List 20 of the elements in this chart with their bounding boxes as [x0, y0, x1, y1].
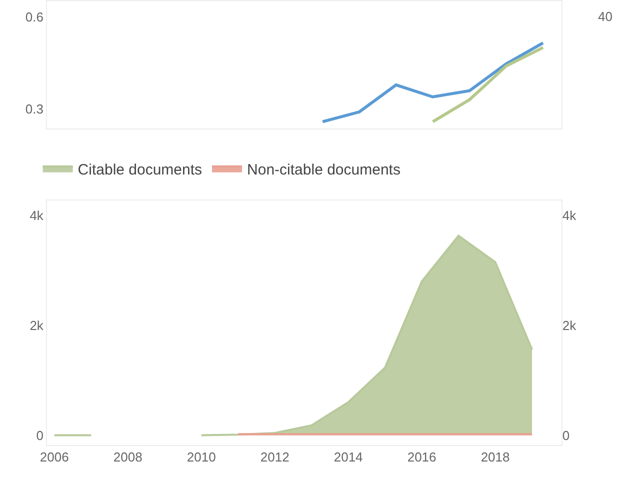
- y-tick-label: 0.3: [25, 101, 44, 116]
- y-tick-label: 0.6: [25, 9, 44, 24]
- line-series: [431, 46, 545, 124]
- x-tick-label: 2006: [40, 450, 69, 465]
- x-tick-label: 2014: [334, 450, 363, 465]
- y-tick-label: 4k: [30, 208, 44, 223]
- x-tick-label: 2010: [186, 450, 216, 465]
- x-tick-label: 2018: [480, 450, 510, 465]
- y2-tick-label: 0: [562, 428, 570, 443]
- x-tick-label: 2016: [407, 450, 436, 465]
- line-series: [321, 41, 545, 124]
- legend-label: Citable documents: [78, 161, 202, 178]
- x-tick-label: 2012: [260, 450, 290, 465]
- y2-tick-label: 4k: [562, 208, 577, 223]
- y2-tick-label: 2k: [562, 318, 577, 333]
- text: 40: [598, 9, 612, 24]
- y-tick-label: 2k: [30, 318, 44, 333]
- y-tick-label: 0: [36, 428, 44, 443]
- legend-label: Non-citable documents: [247, 161, 400, 178]
- x-tick-label: 2008: [113, 450, 142, 465]
